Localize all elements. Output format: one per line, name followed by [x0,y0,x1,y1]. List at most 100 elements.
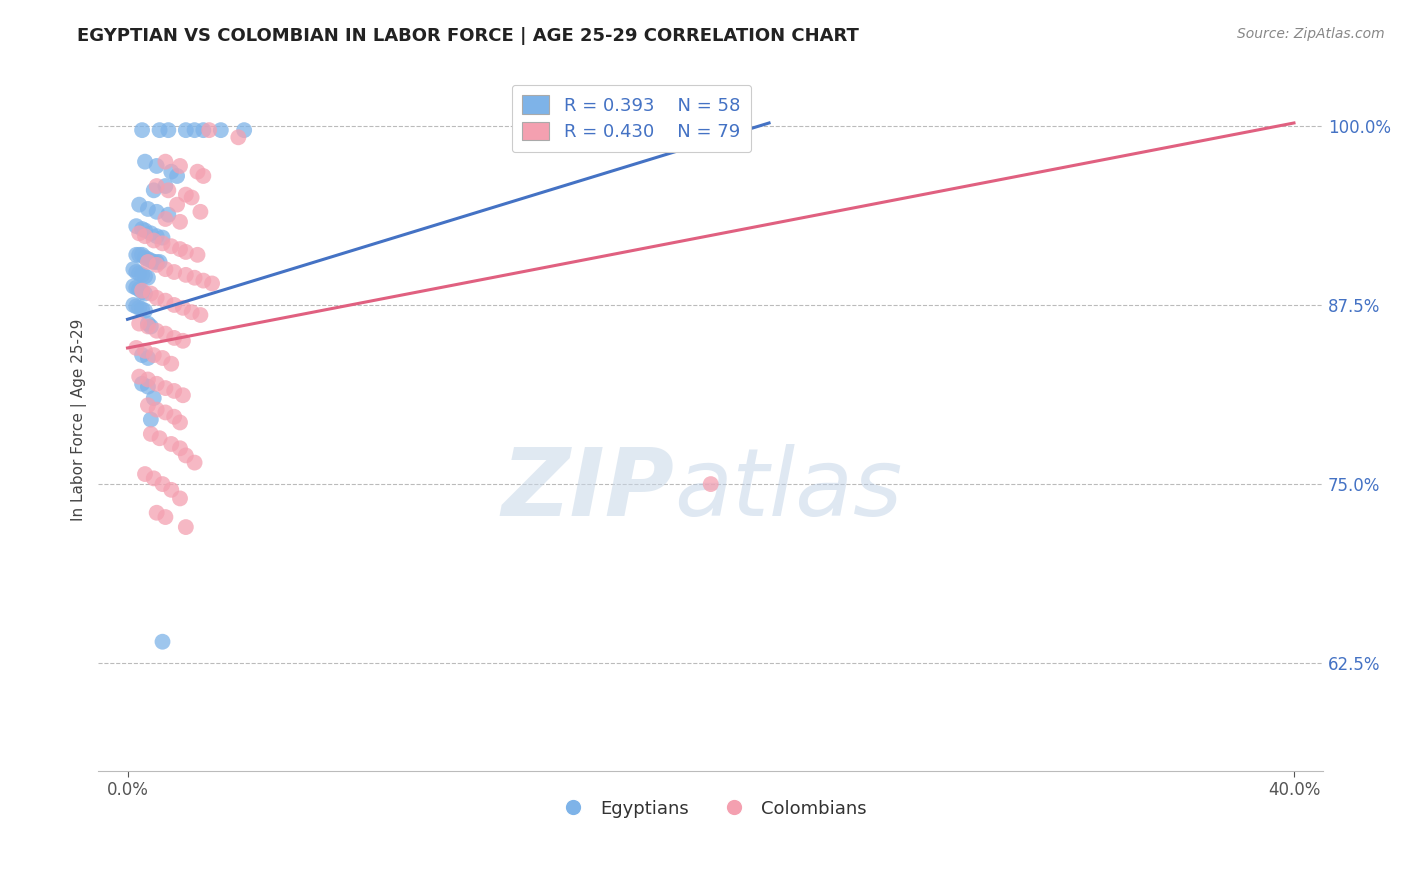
Point [190,204,212,219]
Point [145,506,167,520]
Point [169,215,191,229]
Point [131,268,153,282]
Point [190,308,212,322]
Point [209,123,232,137]
Point [233,123,256,137]
Point [142,255,165,269]
Point [163,384,186,398]
Point [145,376,167,391]
Point [145,179,167,194]
Point [186,248,208,262]
Point [131,123,153,137]
Point [155,326,177,341]
Point [131,348,153,362]
Point [134,269,156,284]
Point [149,255,172,269]
Point [136,255,159,269]
Point [198,123,221,137]
Point [174,123,197,137]
Point [157,123,180,137]
Point [125,299,148,313]
Point [125,281,148,295]
Point [163,298,186,312]
Point [128,267,150,281]
Point [155,179,177,194]
Text: Source: ZipAtlas.com: Source: ZipAtlas.com [1237,27,1385,41]
Point [160,239,183,253]
Point [134,223,156,237]
Point [172,301,194,315]
Point [125,248,148,262]
Point [149,123,172,137]
Point [157,208,180,222]
Point [186,164,208,178]
Point [131,302,153,317]
Point [139,412,162,426]
Point [136,398,159,412]
Point [145,402,167,417]
Point [152,634,174,648]
Point [134,229,156,244]
Point [174,244,197,259]
Point [145,159,167,173]
Point [136,270,159,285]
Point [157,183,180,197]
Point [155,293,177,308]
Point [128,197,150,211]
Point [142,234,165,248]
Point [134,154,156,169]
Point [174,449,197,463]
Point [139,426,162,441]
Point [152,230,174,244]
Point [125,265,148,279]
Point [169,442,191,456]
Point [142,391,165,405]
Point [160,483,183,497]
Point [128,369,150,384]
Point [160,164,183,178]
Point [134,286,156,301]
Point [201,277,224,291]
Point [139,227,162,241]
Point [166,197,188,211]
Point [145,255,167,269]
Text: ZIP: ZIP [501,444,673,536]
Point [160,357,183,371]
Point [139,286,162,301]
Point [142,348,165,362]
Point [174,268,197,282]
Point [145,204,167,219]
Point [136,351,159,365]
Point [169,242,191,256]
Point [131,376,153,391]
Point [193,274,215,288]
Point [169,491,191,506]
Point [142,471,165,485]
Point [128,248,150,262]
Point [122,298,145,312]
Point [136,372,159,386]
Point [174,520,197,534]
Point [700,477,723,491]
Point [163,265,186,279]
Point [155,405,177,419]
Point [152,477,174,491]
Point [155,262,177,277]
Point [122,279,145,293]
Point [183,456,205,470]
Point [174,187,197,202]
Point [152,351,174,365]
Point [131,222,153,236]
Point [131,285,153,299]
Point [193,123,215,137]
Point [136,379,159,393]
Point [155,211,177,226]
Point [125,219,148,234]
Point [136,252,159,266]
Point [145,324,167,338]
Point [128,282,150,296]
Point [163,331,186,345]
Point [166,169,188,183]
Point [136,319,159,334]
Point [180,305,202,319]
